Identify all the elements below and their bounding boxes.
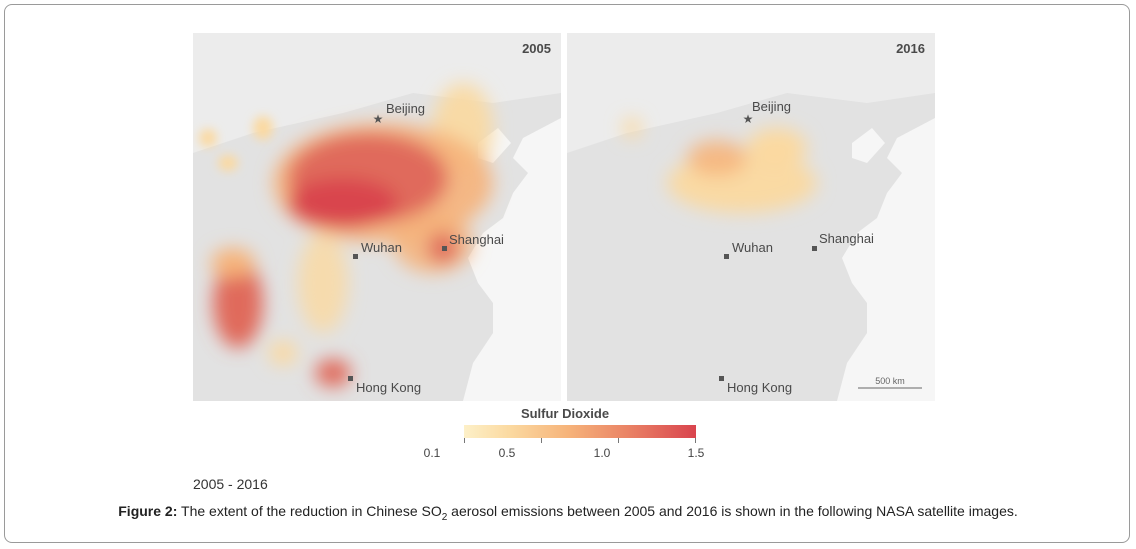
label-shanghai: Shanghai (819, 231, 874, 246)
caption-subscript: 2 (441, 511, 448, 523)
legend-tick-label: 1.0 (593, 446, 611, 460)
svg-text:★: ★ (373, 112, 384, 126)
legend-gradient-bar (464, 425, 696, 438)
legend-tick-label: 0.5 (498, 446, 516, 460)
label-shanghai: Shanghai (449, 232, 504, 247)
color-legend: Sulfur Dioxide 0.1 0.5 1.0 1.5 (410, 406, 720, 466)
scale-bar-label: 500 km (875, 376, 905, 386)
caption-text: The extent of the reduction in Chinese S… (181, 503, 442, 519)
legend-tick (618, 438, 619, 443)
year-label: 2016 (896, 41, 925, 56)
year-label: 2005 (522, 41, 551, 56)
caption-label: Figure 2: (118, 503, 178, 519)
caption-text-end: aerosol emissions between 2005 and 2016 … (447, 503, 1018, 519)
label-beijing: Beijing (752, 99, 791, 114)
map-2005: ★ Beijing Wuhan Shanghai Hong Kong 2005 (193, 33, 561, 401)
date-range-caption: 2005 - 2016 (193, 476, 268, 492)
label-hong-kong: Hong Kong (356, 380, 421, 395)
legend-title: Sulfur Dioxide (520, 406, 610, 421)
legend-tick (695, 438, 696, 443)
svg-text:★: ★ (743, 112, 754, 126)
legend-tick-label: 0.1 (423, 446, 441, 460)
label-wuhan: Wuhan (732, 240, 773, 255)
label-wuhan: Wuhan (361, 240, 402, 255)
figure-caption: Figure 2: The extent of the reduction in… (0, 503, 1136, 523)
label-hong-kong: Hong Kong (727, 380, 792, 395)
legend-tick-label: 1.5 (687, 446, 705, 460)
legend-tick (541, 438, 542, 443)
label-beijing: Beijing (386, 101, 425, 116)
legend-tick (464, 438, 465, 443)
map-2016: ★ Beijing Wuhan Shanghai Hong Kong 2016 … (567, 33, 935, 401)
